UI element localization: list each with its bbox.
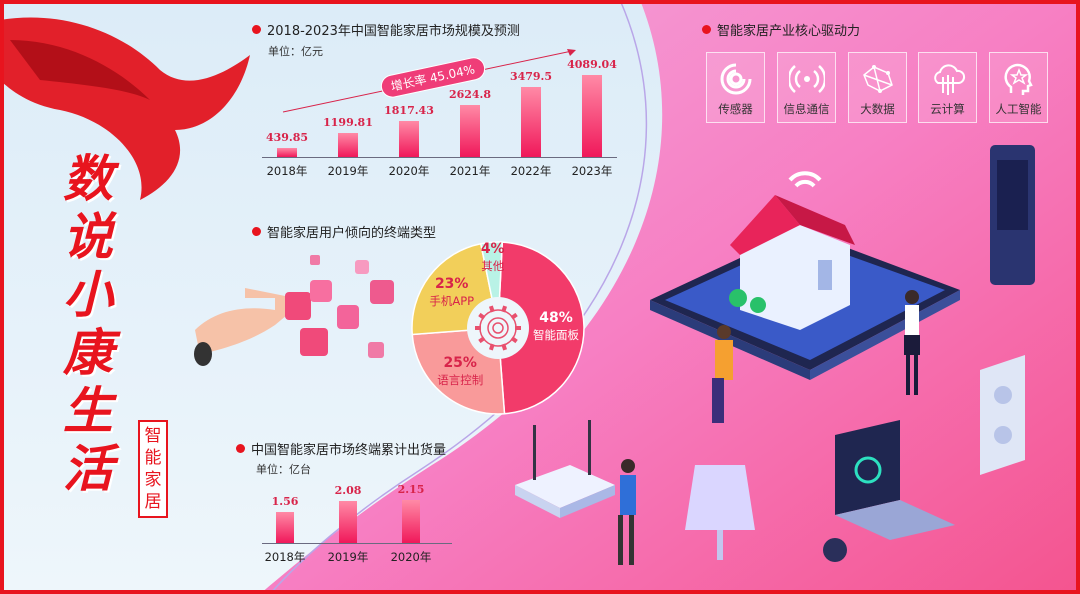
big-data-icon bbox=[862, 65, 893, 93]
driver-label: 传感器 bbox=[718, 102, 753, 116]
bar bbox=[399, 120, 419, 157]
pie-category: 手机APP bbox=[429, 294, 475, 309]
sensor-icon bbox=[720, 63, 751, 95]
bar bbox=[277, 148, 297, 157]
cloud-icon bbox=[933, 64, 965, 95]
pie-percent: 48% bbox=[539, 310, 573, 327]
subtitle-char: 智 bbox=[144, 426, 162, 446]
pie-category: 其他 bbox=[481, 259, 505, 274]
pie-category: 智能面板 bbox=[532, 328, 579, 343]
value-label: 2.15 bbox=[397, 483, 425, 496]
category-label: 2019年 bbox=[327, 550, 369, 564]
ai-head-icon bbox=[1003, 63, 1033, 95]
title-char: 活 bbox=[63, 439, 113, 498]
category-label: 2021年 bbox=[449, 164, 491, 178]
category-label: 2018年 bbox=[264, 550, 306, 564]
pie-category: 语言控制 bbox=[437, 372, 484, 387]
subtitle-box: 智 能 家 居 bbox=[138, 420, 168, 518]
hand-apps-illustration bbox=[194, 255, 394, 366]
pie-label: 23% 手机APP bbox=[429, 277, 474, 309]
pie-percent: 25% bbox=[443, 354, 477, 371]
bar bbox=[582, 75, 602, 157]
pie-label: 4% 其他 bbox=[481, 242, 505, 274]
signal-icon bbox=[787, 65, 826, 93]
main-title: 数 说 小 康 生 活 bbox=[58, 150, 118, 498]
driver-item: 大数据 bbox=[848, 52, 907, 123]
title-char: 生 bbox=[63, 381, 113, 440]
category-label: 2022年 bbox=[510, 164, 552, 178]
driver-label: 人工智能 bbox=[995, 102, 1042, 116]
subtitle-char: 家 bbox=[144, 470, 162, 490]
driver-item: 信息通信 bbox=[777, 52, 836, 123]
title-char: 小 bbox=[63, 265, 113, 324]
bar bbox=[402, 500, 420, 543]
bar bbox=[460, 104, 480, 157]
shipment-chart-title: 中国智能家居市场终端累计出货量 bbox=[236, 439, 446, 458]
x-axis bbox=[262, 157, 617, 158]
bar bbox=[521, 87, 541, 157]
value-label: 4089.04 bbox=[567, 58, 617, 72]
value-label: 439.85 bbox=[265, 131, 309, 145]
pie-label: 25% 语言控制 bbox=[437, 354, 484, 388]
title-char: 康 bbox=[63, 323, 113, 382]
gear-icon bbox=[475, 305, 521, 351]
driver-item: 人工智能 bbox=[989, 52, 1048, 123]
terminal-type-chart-title: 智能家居用户倾向的终端类型 bbox=[252, 222, 436, 241]
pie-slice bbox=[497, 241, 585, 415]
category-label: 2018年 bbox=[266, 164, 308, 178]
value-label: 3479.5 bbox=[509, 70, 553, 84]
shipment-unit: 单位：亿台 bbox=[256, 463, 311, 476]
pie-percent: 4% bbox=[480, 241, 505, 258]
subtitle-char: 居 bbox=[144, 492, 162, 512]
title-char: 数 bbox=[63, 149, 113, 208]
bar bbox=[339, 501, 357, 543]
category-label: 2020年 bbox=[388, 164, 430, 178]
smart-home-illustration bbox=[515, 145, 1035, 565]
terminal-type-pie bbox=[411, 241, 585, 415]
value-label: 2.08 bbox=[334, 484, 362, 498]
category-label: 2020年 bbox=[390, 550, 432, 564]
pie-center bbox=[467, 297, 529, 359]
subtitle-char: 能 bbox=[144, 448, 162, 468]
x-axis bbox=[262, 543, 452, 544]
bar bbox=[338, 133, 358, 157]
pie-percent: 23% bbox=[434, 276, 469, 293]
value-label: 1.56 bbox=[271, 494, 299, 508]
market-size-chart-title: 2018-2023年中国智能家居市场规模及预测 bbox=[252, 20, 520, 39]
driver-item: 云计算 bbox=[918, 52, 977, 123]
market-size-unit: 单位：亿元 bbox=[268, 45, 323, 58]
drivers-title: 智能家居产业核心驱动力 bbox=[702, 20, 860, 39]
category-label: 2019年 bbox=[327, 164, 369, 178]
driver-label: 信息通信 bbox=[783, 102, 830, 116]
bar bbox=[276, 511, 294, 543]
pie-label: 48% 智能面板 bbox=[533, 311, 579, 343]
value-label: 1817.43 bbox=[384, 103, 434, 117]
driver-item: 传感器 bbox=[706, 52, 765, 123]
category-label: 2023年 bbox=[571, 164, 613, 178]
driver-label: 大数据 bbox=[860, 102, 895, 116]
title-char: 说 bbox=[63, 207, 113, 266]
driver-label: 云计算 bbox=[930, 102, 965, 116]
value-label: 2624.8 bbox=[448, 87, 492, 101]
value-label: 1199.81 bbox=[323, 116, 373, 129]
